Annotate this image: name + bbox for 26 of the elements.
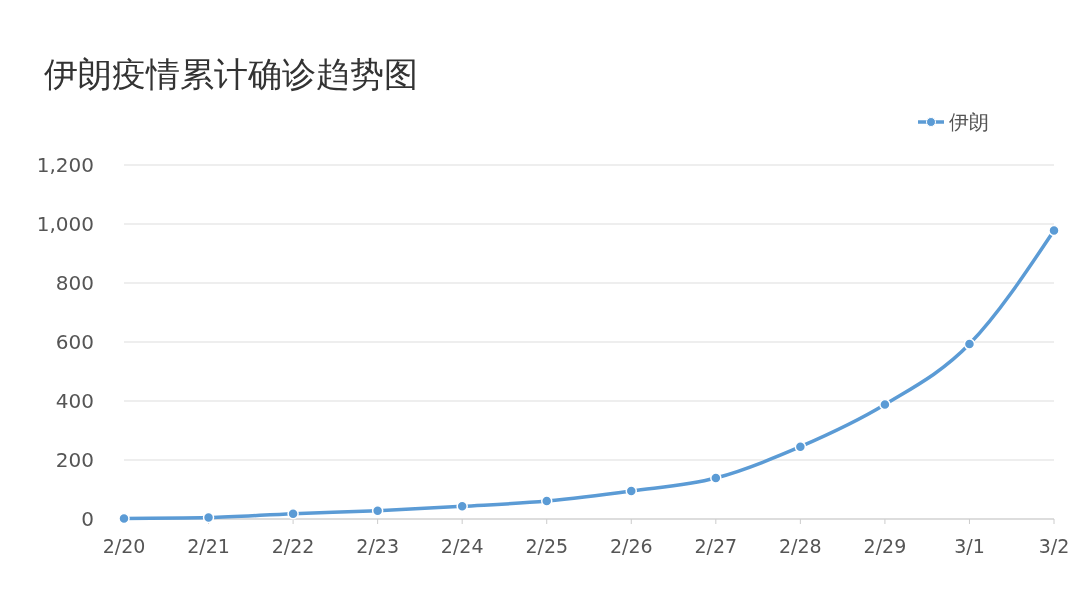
- y-tick-label: 600: [55, 330, 94, 354]
- y-tick-label: 1,200: [36, 153, 94, 177]
- x-tick-label: 3/2: [1038, 535, 1070, 557]
- y-tick-label: 1,000: [36, 212, 94, 236]
- x-tick-label: 2/27: [694, 535, 738, 557]
- point: [540, 495, 553, 507]
- y-tick-label: 200: [55, 448, 94, 472]
- y-tick-label: 0: [81, 507, 94, 531]
- point: [710, 472, 722, 484]
- legend-label: 伊朗: [949, 110, 989, 134]
- x-tick-label: 2/25: [525, 535, 569, 557]
- point: [625, 485, 638, 497]
- x-tick-label: 2/20: [102, 535, 146, 557]
- chart-title: 伊朗疫情累计确诊趋势图: [44, 54, 418, 94]
- x-tick-label: 2/23: [356, 535, 399, 557]
- point: [963, 338, 976, 350]
- y-tick-label: 800: [55, 271, 94, 295]
- x-tick-label: 2/26: [609, 535, 653, 557]
- point: [202, 511, 215, 524]
- y-tick-label: 400: [55, 389, 94, 413]
- x-tick-label: 2/22: [271, 535, 315, 557]
- x-tick-label: 3/1: [954, 535, 985, 557]
- x-tick-label: 2/28: [779, 535, 822, 557]
- x-tick-label: 2/24: [440, 535, 484, 557]
- x-tick-label: 2/29: [863, 535, 907, 557]
- x-tick-label: 2/21: [187, 535, 230, 557]
